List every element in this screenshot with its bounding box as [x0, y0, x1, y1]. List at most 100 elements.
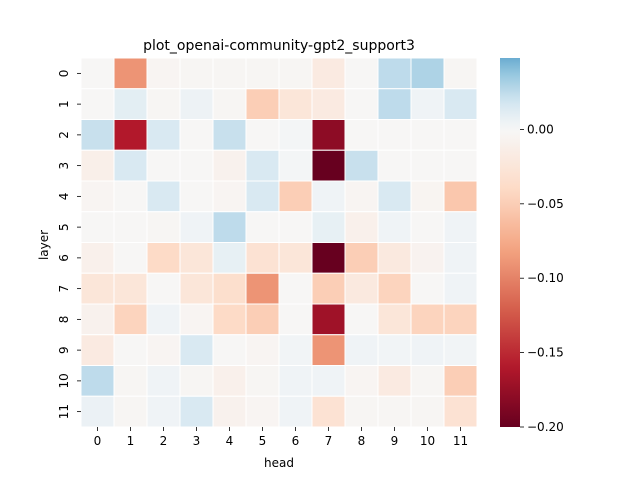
heatmap-cell [212, 272, 247, 305]
heatmap-cell [80, 88, 115, 120]
x-tick-label: 0 [94, 434, 102, 448]
heatmap-cell [146, 303, 181, 336]
y-tick-label: 0 [57, 70, 71, 78]
heatmap-cell [113, 180, 148, 213]
heatmap-cell [377, 57, 412, 90]
heatmap-cell [80, 242, 115, 274]
heatmap-cell [311, 149, 346, 182]
heatmap-cell [443, 211, 478, 243]
x-tick-label: 11 [453, 434, 468, 448]
y-tick-label: 8 [57, 316, 71, 324]
heatmap-cell [344, 242, 379, 274]
heatmap-cell [212, 149, 247, 182]
heatmap-cell [443, 119, 478, 151]
heatmap-cell [377, 242, 412, 274]
y-tick-label: 7 [57, 285, 71, 293]
heatmap-cell [146, 149, 181, 182]
heatmap-cell [245, 119, 280, 151]
heatmap-cell [344, 365, 379, 397]
y-tick-label: 2 [57, 131, 71, 139]
heatmap-cell [245, 242, 280, 274]
heatmap-cell [278, 395, 313, 428]
heatmap-cell [179, 334, 214, 366]
heatmap-cell [377, 88, 412, 120]
x-tick-label: 2 [160, 434, 168, 448]
heatmap-cell [311, 180, 346, 213]
heatmap-cell [212, 334, 247, 366]
heatmap-cell [80, 119, 115, 151]
heatmap-cell [80, 180, 115, 213]
heatmap-cell [311, 242, 346, 274]
heatmap-cell [377, 334, 412, 366]
heatmap-cell [377, 365, 412, 397]
heatmap-cell [278, 272, 313, 305]
heatmap-cell [179, 395, 214, 428]
heatmap-cell [212, 395, 247, 428]
y-tick-label: 4 [57, 193, 71, 201]
heatmap-cell [278, 334, 313, 366]
heatmap-cell [80, 57, 115, 90]
heatmap-cell [410, 149, 445, 182]
heatmap-cell [443, 272, 478, 305]
heatmap-cell [146, 334, 181, 366]
heatmap-cell [377, 180, 412, 213]
y-axis-label: layer [37, 230, 51, 260]
heatmap-cell [80, 395, 115, 428]
heatmap-cell [278, 180, 313, 213]
heatmap-cell [212, 365, 247, 397]
heatmap-cell [179, 272, 214, 305]
heatmap-cell [245, 57, 280, 90]
heatmap-cell [212, 88, 247, 120]
heatmap-cell [278, 119, 313, 151]
heatmap-cell [344, 211, 379, 243]
heatmap-cell [278, 211, 313, 243]
heatmap-cell [377, 303, 412, 336]
y-tick-label: 10 [57, 373, 71, 388]
heatmap-cell [113, 57, 148, 90]
heatmap-cell [278, 365, 313, 397]
y-tick-label: 3 [57, 162, 71, 170]
heatmap-cell [377, 119, 412, 151]
heatmap-cell [212, 211, 247, 243]
heatmap-cell [311, 303, 346, 336]
heatmap-cell [146, 242, 181, 274]
y-tick-label: 1 [57, 100, 71, 108]
heatmap-cell [245, 395, 280, 428]
x-tick-label: 10 [420, 434, 435, 448]
heatmap-cell [179, 88, 214, 120]
heatmap-cell [146, 211, 181, 243]
x-axis-ticks: 0 1 2 3 4 5 6 7 8 9 10 11 [94, 427, 468, 448]
x-tick-label: 5 [259, 434, 267, 448]
heatmap-cell [278, 242, 313, 274]
heatmap-cell [311, 119, 346, 151]
heatmap-cell [311, 272, 346, 305]
heatmap-cell [443, 303, 478, 336]
heatmap-cell [146, 395, 181, 428]
heatmap-cell [80, 211, 115, 243]
heatmap-cell [245, 334, 280, 366]
heatmap-cell [410, 57, 445, 90]
x-axis-label: head [264, 456, 294, 470]
heatmap-cell [410, 242, 445, 274]
heatmap-cell [113, 303, 148, 336]
colorbar [500, 58, 520, 427]
heatmap-cell [344, 395, 379, 428]
heatmap-cell [344, 334, 379, 366]
heatmap-cell [377, 211, 412, 243]
heatmap-cell [344, 303, 379, 336]
heatmap-cell [245, 272, 280, 305]
heatmap-cell [113, 211, 148, 243]
heatmap-cell [113, 365, 148, 397]
heatmap-cell [278, 303, 313, 336]
x-tick-label: 3 [193, 434, 201, 448]
heatmap-cell [146, 365, 181, 397]
heatmap-cell [410, 395, 445, 428]
heatmap-cell [410, 334, 445, 366]
heatmap-cell [245, 211, 280, 243]
y-tick-label: 11 [57, 404, 71, 419]
heatmap-cell [311, 57, 346, 90]
heatmap-cell [212, 57, 247, 90]
heatmap-cell [377, 149, 412, 182]
heatmap-cell [113, 149, 148, 182]
heatmap-cell [278, 57, 313, 90]
